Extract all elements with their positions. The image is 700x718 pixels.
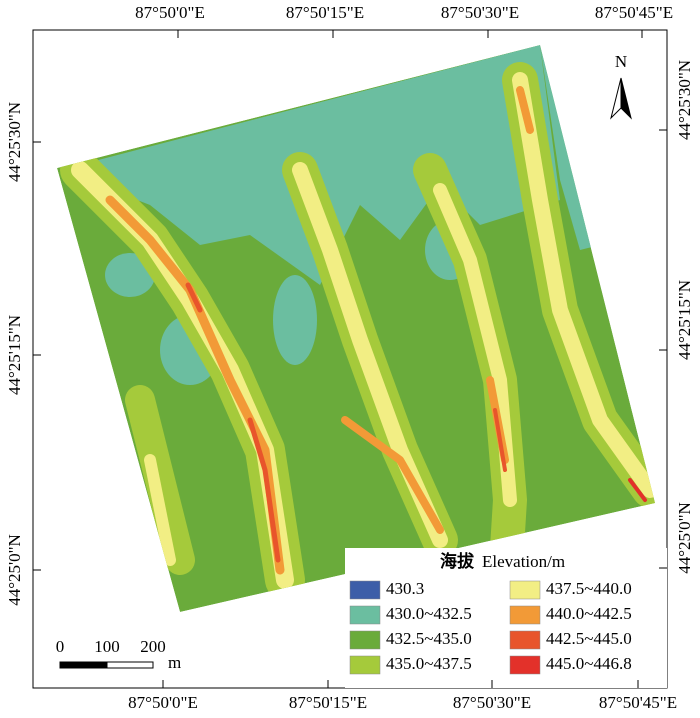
legend-swatch bbox=[509, 630, 541, 650]
legend-swatch bbox=[349, 655, 381, 675]
legend-swatch bbox=[349, 605, 381, 625]
right-label: 44°25'30"N bbox=[675, 60, 694, 140]
bottom-label: 87°50'45"E bbox=[599, 693, 677, 712]
legend-label: 432.5~435.0 bbox=[386, 629, 472, 648]
legend-label: 430.3 bbox=[386, 579, 424, 598]
legend-swatch bbox=[349, 580, 381, 600]
scale-label: 0 bbox=[56, 637, 65, 656]
left-label: 44°25'15"N bbox=[5, 315, 24, 395]
scale-label: 200 bbox=[140, 637, 166, 656]
legend-label: 437.5~440.0 bbox=[546, 579, 632, 598]
north-arrow: N bbox=[610, 52, 632, 120]
top-label: 87°50'30"E bbox=[441, 3, 519, 22]
legend-label: 435.0~437.5 bbox=[386, 654, 472, 673]
legend-swatch bbox=[509, 580, 541, 600]
legend-swatch bbox=[509, 605, 541, 625]
legend-title: 海拔 Elevation/m bbox=[440, 551, 565, 571]
legend-label: 430.0~432.5 bbox=[386, 604, 472, 623]
scale-unit: m bbox=[168, 653, 181, 672]
top-label: 87°50'15"E bbox=[286, 3, 364, 22]
zone bbox=[341, 416, 444, 534]
bottom-label: 87°50'30"E bbox=[453, 693, 531, 712]
scale-label: 100 bbox=[94, 637, 120, 656]
top-label: 87°50'0"E bbox=[135, 3, 205, 22]
legend-label: 440.0~442.5 bbox=[546, 604, 632, 623]
left-label: 44°25'0"N bbox=[5, 534, 24, 606]
elevation-map bbox=[57, 45, 655, 612]
north-label: N bbox=[615, 52, 627, 71]
zone bbox=[185, 282, 203, 313]
zone bbox=[512, 72, 655, 498]
zone bbox=[273, 275, 317, 365]
zone bbox=[516, 86, 534, 134]
bottom-label: 87°50'15"E bbox=[289, 693, 367, 712]
left-label: 44°25'30"N bbox=[5, 102, 24, 182]
legend-label: 445.0~446.8 bbox=[546, 654, 632, 673]
legend-title-cn: 海拔 bbox=[440, 551, 475, 571]
zone bbox=[144, 454, 176, 566]
zone bbox=[628, 478, 647, 502]
legend-label: 442.5~445.0 bbox=[546, 629, 632, 648]
top-label: 87°50'45"E bbox=[595, 3, 673, 22]
right-label: 44°25'0"N bbox=[675, 502, 694, 574]
scale-bar bbox=[59, 661, 154, 669]
bottom-label: 87°50'0"E bbox=[128, 693, 198, 712]
legend-swatch bbox=[509, 655, 541, 675]
zone bbox=[493, 408, 507, 472]
legend-background bbox=[345, 548, 667, 688]
legend-swatch bbox=[349, 630, 381, 650]
zone bbox=[247, 417, 281, 563]
legend-title-en: Elevation/m bbox=[482, 552, 565, 571]
right-label: 44°25'15"N bbox=[675, 280, 694, 360]
